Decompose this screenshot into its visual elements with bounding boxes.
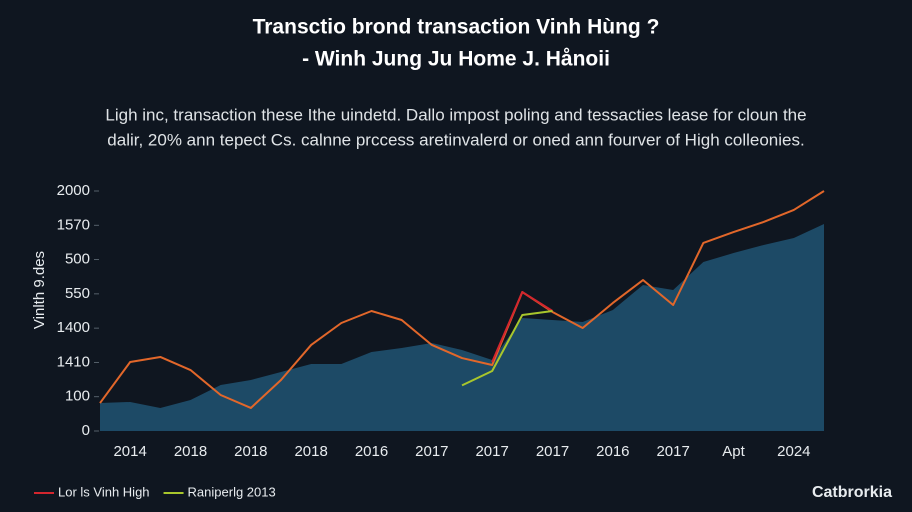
area [100, 224, 824, 431]
x-tick-label: 2014 [113, 443, 146, 460]
y-tick-label: 0 [82, 422, 90, 439]
x-tick-label: 2018 [174, 443, 207, 460]
x-tick-label: 2016 [355, 443, 388, 460]
chart-title: Transctio brond transaction Vinh Hùng ? [253, 16, 660, 39]
y-tick-label: 500 [65, 250, 90, 267]
legend-label: Raniperlg 2013 [188, 484, 276, 499]
x-tick-label: 2017 [656, 443, 689, 460]
y-tick-label: 1410 [57, 353, 90, 370]
x-tick-label: 2016 [596, 443, 629, 460]
legend-label: Lor ls Vinh High [58, 484, 150, 499]
y-tick-label: 550 [65, 285, 90, 302]
x-tick-label: 2018 [234, 443, 267, 460]
chart-title: - Winh Jung Ju Home J. Hånoii [302, 48, 610, 71]
line [491, 291, 554, 363]
y-tick-label: 1570 [57, 216, 90, 233]
brand: Catbrorkia [812, 484, 892, 501]
x-tick-label: 2017 [536, 443, 569, 460]
y-tick-label: 1400 [57, 319, 90, 336]
y-tick-label: 2000 [57, 182, 90, 199]
y-tick-label: 100 [65, 388, 90, 405]
subtitle: Ligh inc, transaction these Ithe uindetd… [105, 105, 806, 124]
line [461, 310, 553, 387]
x-tick-label: 2018 [294, 443, 327, 460]
x-tick-label: 2024 [777, 443, 810, 460]
x-tick-label: Apt [722, 443, 745, 460]
subtitle: dalir, 20% ann tepect Cs. calnne prccess… [107, 130, 804, 149]
x-tick-label: 2017 [415, 443, 448, 460]
x-tick-label: 2017 [475, 443, 508, 460]
y-axis-label: Vinlth 9.des [31, 251, 48, 329]
line [99, 190, 825, 409]
